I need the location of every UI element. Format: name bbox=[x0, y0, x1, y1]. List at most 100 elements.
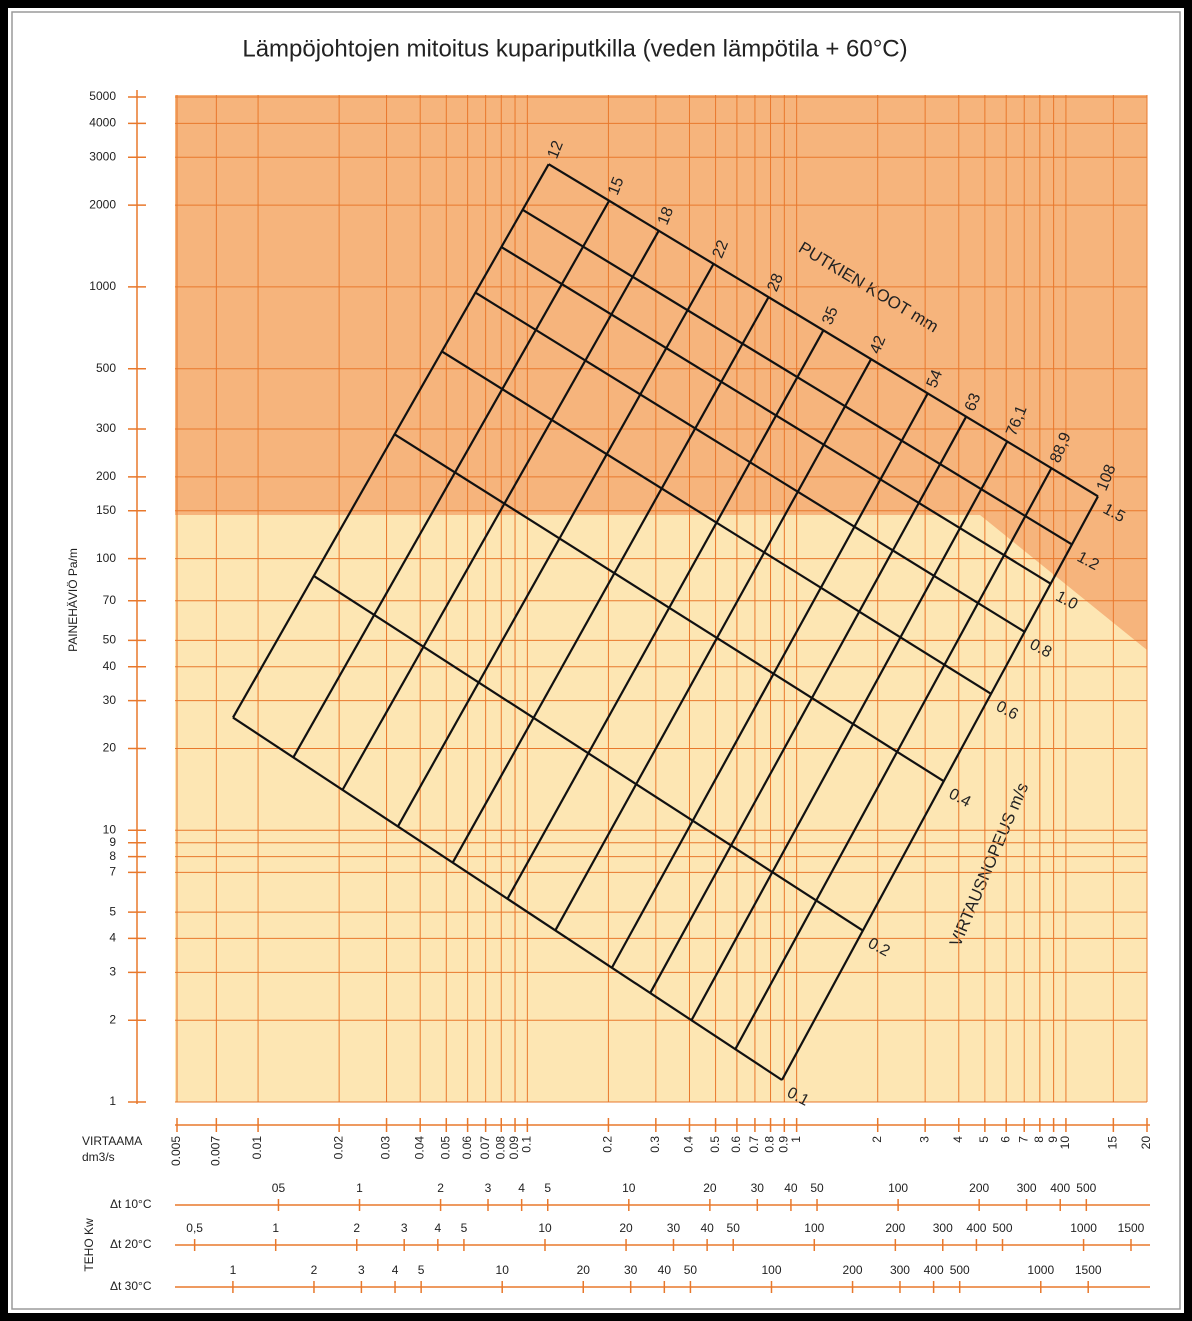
velocity-line bbox=[441, 350, 992, 695]
power-tick-label: 40 bbox=[658, 1263, 672, 1277]
pipe-size-label: 28 bbox=[764, 271, 786, 294]
power-tick-label: 500 bbox=[950, 1263, 970, 1277]
y-tick-label: 100 bbox=[96, 551, 116, 565]
x-tick-label: 0.007 bbox=[209, 1136, 223, 1166]
power-tick-label: 1 bbox=[230, 1263, 237, 1277]
power-scale-name: Δt 20°C bbox=[110, 1237, 152, 1251]
pipe-line bbox=[554, 358, 873, 931]
power-tick-label: 50 bbox=[684, 1263, 698, 1277]
y-tick-label: 3 bbox=[109, 965, 116, 979]
x-tick-label: 0.5 bbox=[708, 1136, 722, 1153]
power-tick-label: 400 bbox=[1050, 1181, 1070, 1195]
x-tick-label: 9 bbox=[1046, 1136, 1060, 1143]
x-tick-label: 0.08 bbox=[493, 1136, 507, 1160]
power-tick-label: 300 bbox=[933, 1221, 953, 1235]
x-tick-label: 3 bbox=[917, 1136, 931, 1143]
pipe-line bbox=[610, 392, 929, 969]
x-tick-label: 10 bbox=[1058, 1136, 1072, 1150]
power-tick-label: 10 bbox=[622, 1181, 636, 1195]
power-tick-label: 3 bbox=[485, 1181, 492, 1195]
pipe-line bbox=[690, 440, 1009, 1021]
y-tick-label: 20 bbox=[103, 741, 117, 755]
x-tick-label: 0.05 bbox=[438, 1136, 452, 1160]
power-tick-label: 400 bbox=[966, 1221, 986, 1235]
pipe-size-label: 22 bbox=[710, 238, 732, 261]
pipe-line bbox=[292, 199, 611, 759]
y-tick-label: 4000 bbox=[89, 116, 116, 130]
x-tick-label: 4 bbox=[951, 1136, 965, 1143]
x-tick-label: 15 bbox=[1106, 1136, 1120, 1150]
velocity-line bbox=[313, 574, 864, 932]
power-tick-label: 3 bbox=[358, 1263, 365, 1277]
power-tick-label: 30 bbox=[667, 1221, 681, 1235]
x-tick-label: 0.9 bbox=[776, 1136, 790, 1153]
power-tick-label: 20 bbox=[703, 1181, 717, 1195]
power-scale-name: Δt 10°C bbox=[110, 1197, 152, 1211]
x-tick-label: 0.6 bbox=[729, 1136, 743, 1153]
power-tick-label: 30 bbox=[751, 1181, 765, 1195]
x-tick-label: 0.02 bbox=[331, 1136, 345, 1160]
power-tick-label: 1000 bbox=[1070, 1221, 1097, 1235]
power-tick-label: 10 bbox=[538, 1221, 552, 1235]
pipe-size-label: 15 bbox=[605, 175, 627, 198]
power-label: TEHO Kw bbox=[82, 1218, 96, 1272]
x-tick-label: 0.4 bbox=[682, 1136, 696, 1153]
power-tick-label: 500 bbox=[992, 1221, 1012, 1235]
power-tick-label: 100 bbox=[888, 1181, 908, 1195]
y-tick-label: 30 bbox=[103, 693, 117, 707]
pipe-line bbox=[649, 416, 968, 994]
power-tick-label: 5 bbox=[418, 1263, 425, 1277]
x-axis-unit: dm3/s bbox=[82, 1150, 115, 1164]
power-tick-label: 200 bbox=[969, 1181, 989, 1195]
power-tick-label: 200 bbox=[885, 1221, 905, 1235]
power-tick-label: 2 bbox=[437, 1181, 444, 1195]
x-tick-label: 0.03 bbox=[379, 1136, 393, 1160]
power-tick-label: 30 bbox=[624, 1263, 638, 1277]
x-tick-label: 2 bbox=[870, 1136, 884, 1143]
power-tick-label: 10 bbox=[496, 1263, 510, 1277]
y-tick-label: 1000 bbox=[89, 279, 116, 293]
x-tick-label: 1 bbox=[789, 1136, 803, 1143]
y-tick-label: 40 bbox=[103, 659, 117, 673]
y-tick-label: 5 bbox=[109, 904, 116, 918]
power-tick-label: 500 bbox=[1076, 1181, 1096, 1195]
power-tick-label: 1500 bbox=[1075, 1263, 1102, 1277]
velocity-line bbox=[394, 433, 945, 783]
power-tick-label: 1 bbox=[272, 1221, 279, 1235]
pipe-line bbox=[734, 467, 1053, 1050]
y-tick-label: 70 bbox=[103, 593, 117, 607]
power-scale-name: Δt 30°C bbox=[110, 1279, 152, 1293]
y-tick-label: 2000 bbox=[89, 197, 116, 211]
x-tick-label: 0.09 bbox=[507, 1136, 521, 1160]
power-tick-label: 3 bbox=[401, 1221, 408, 1235]
pipe-line bbox=[341, 229, 660, 791]
power-tick-label: 1000 bbox=[1027, 1263, 1054, 1277]
pipe-line bbox=[232, 163, 550, 719]
y-tick-label: 8 bbox=[109, 849, 116, 863]
power-tick-label: 300 bbox=[1017, 1181, 1037, 1195]
plot-background-wedge bbox=[980, 515, 1147, 650]
pipe-size-label: 35 bbox=[819, 304, 841, 327]
power-tick-label: 100 bbox=[761, 1263, 781, 1277]
velocity-line bbox=[500, 246, 1052, 585]
power-tick-label: 1500 bbox=[1118, 1221, 1145, 1235]
x-tick-label: 0.005 bbox=[169, 1136, 183, 1166]
power-tick-label: 200 bbox=[843, 1263, 863, 1277]
power-tick-label: 4 bbox=[518, 1181, 525, 1195]
x-tick-label: 0.7 bbox=[747, 1136, 761, 1153]
pipe-line bbox=[396, 263, 715, 828]
inner-frame bbox=[11, 11, 1181, 1310]
x-tick-label: 0.1 bbox=[520, 1136, 534, 1153]
pipe-size-label: 54 bbox=[924, 367, 946, 390]
power-tick-label: 0,5 bbox=[186, 1221, 203, 1235]
velocity-line bbox=[522, 208, 1073, 546]
y-tick-label: 500 bbox=[96, 361, 116, 375]
power-tick-label: 40 bbox=[700, 1221, 714, 1235]
y-tick-label: 50 bbox=[103, 633, 117, 647]
x-tick-label: 0.3 bbox=[648, 1136, 662, 1153]
y-tick-label: 4 bbox=[109, 931, 116, 945]
pipe-line bbox=[451, 296, 770, 864]
y-tick-label: 3000 bbox=[89, 149, 116, 163]
y-tick-label: 300 bbox=[96, 421, 116, 435]
